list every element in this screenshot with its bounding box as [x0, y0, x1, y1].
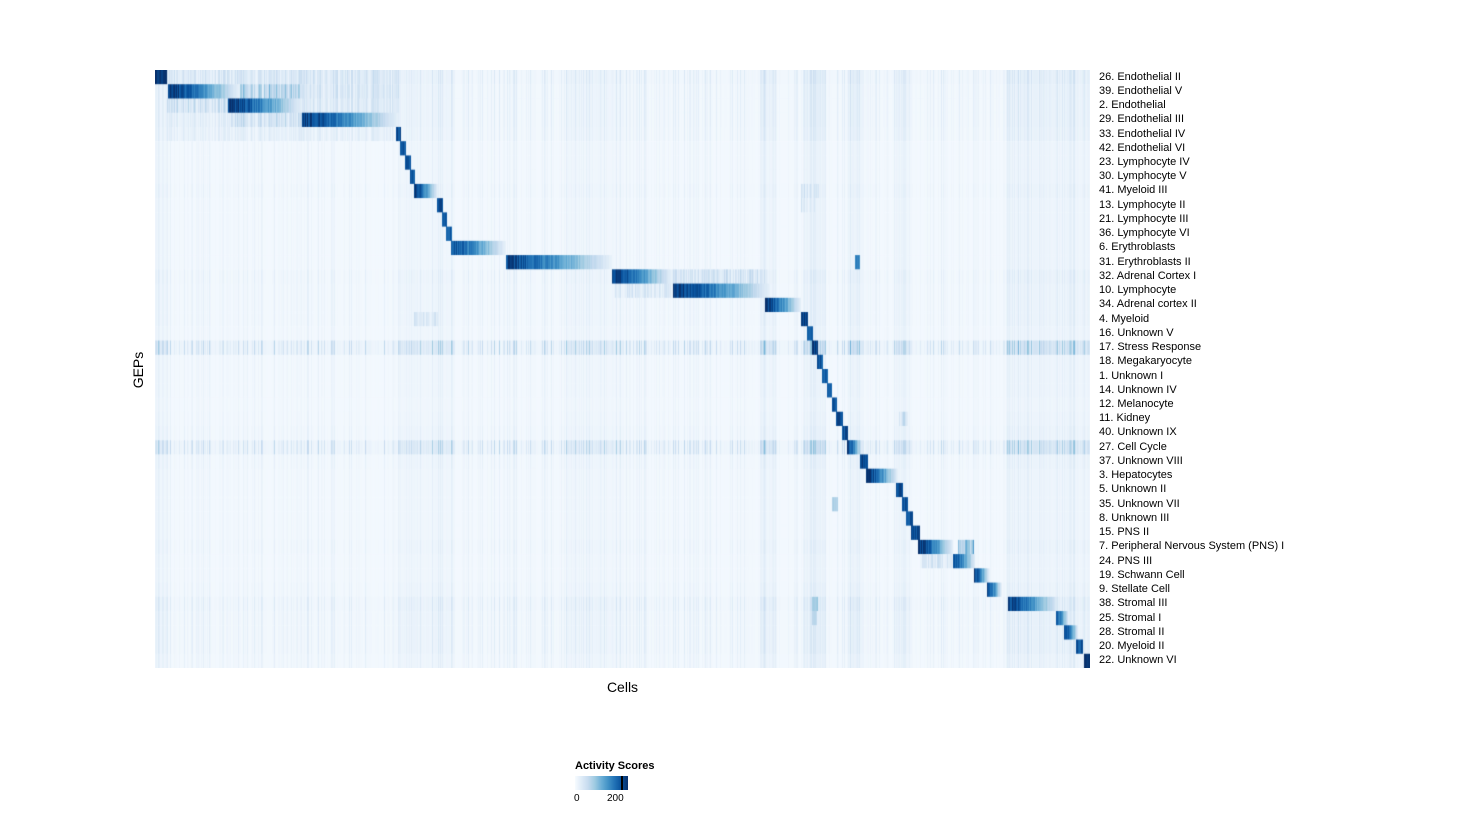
- gep-row-label: 12. Melanocyte: [1099, 398, 1174, 410]
- row-labels: 26. Endothelial II 39. Endothelial V 2. En…: [1099, 70, 1449, 668]
- heatmap-canvas: [155, 70, 1090, 668]
- gep-row-label: 17. Stress Response: [1099, 341, 1202, 354]
- gep-row-label: 7. Peripheral Nervous System (PNS) I: [1099, 540, 1285, 553]
- gep-row-label: 6. Erythroblasts: [1099, 241, 1176, 254]
- gep-row-label: 11. Kidney: [1099, 412, 1151, 425]
- gep-row-label: 42. Endothelial VI: [1099, 141, 1186, 154]
- gep-row-label: 21. Lymphocyte III: [1099, 212, 1189, 225]
- gep-row-label: 35. Unknown VII: [1099, 497, 1180, 510]
- gep-row-label: 31. Erythroblasts II: [1099, 255, 1191, 268]
- colorbar-legend: Activity Scores 0 200: [574, 760, 655, 805]
- gep-row-label: 4. Myeloid: [1099, 312, 1150, 325]
- gep-row-label: 15. PNS II: [1099, 526, 1150, 539]
- gep-row-label: 26. Endothelial II: [1099, 70, 1181, 83]
- legend-ticks: 0 200: [574, 793, 655, 805]
- gep-row-label: 16. Unknown V: [1099, 326, 1174, 339]
- gep-row-label: 30. Lymphocyte V: [1099, 170, 1187, 183]
- y-axis-label: GEPs: [130, 351, 146, 389]
- gep-row-label: 10. Lymphocyte: [1099, 284, 1177, 297]
- legend-max-marker: [621, 776, 623, 790]
- gep-row-label: 3. Hepatocytes: [1099, 469, 1173, 482]
- gep-row-label: 41. Myeloid III: [1099, 184, 1168, 197]
- gep-row-label: 36. Lymphocyte VI: [1099, 227, 1190, 240]
- gep-row-label: 28. Stromal II: [1099, 625, 1165, 638]
- gep-row-label: 9. Stellate Cell: [1099, 583, 1170, 596]
- gep-row-label: 13. Lymphocyte II: [1099, 198, 1186, 211]
- legend-gradient-bar: [575, 776, 628, 790]
- gep-row-label: 27. Cell Cycle: [1099, 440, 1167, 453]
- gep-row-label: 18. Megakaryocyte: [1099, 355, 1192, 368]
- gep-row-label: 37. Unknown VIII: [1099, 454, 1183, 467]
- gep-row-label: 32. Adrenal Cortex I: [1099, 269, 1197, 282]
- gep-row-label: 1. Unknown I: [1099, 369, 1164, 382]
- gep-row-label: 34. Adrenal cortex II: [1099, 298, 1197, 311]
- gep-row-label: 8. Unknown III: [1099, 511, 1170, 524]
- gep-row-label: 25. Stromal I: [1099, 611, 1162, 624]
- gep-row-label: 40. Unknown IX: [1099, 426, 1177, 439]
- gep-row-label: 19. Schwann Cell: [1099, 568, 1185, 581]
- gep-row-label: 5. Unknown II: [1099, 483, 1167, 496]
- gep-row-label: 24. PNS III: [1099, 554, 1153, 567]
- gep-row-label: 38. Stromal III: [1099, 597, 1168, 610]
- x-axis-label: Cells: [606, 679, 639, 695]
- gep-row-label: 23. Lymphocyte IV: [1099, 156, 1190, 169]
- gep-row-label: 39. Endothelial V: [1099, 84, 1183, 97]
- gep-row-label: 33. Endothelial IV: [1099, 127, 1186, 140]
- gep-row-label: 29. Endothelial III: [1099, 113, 1185, 126]
- gep-row-label: 14. Unknown IV: [1099, 383, 1177, 396]
- gep-row-label: 2. Endothelial: [1099, 99, 1166, 112]
- legend-title: Activity Scores: [575, 760, 655, 772]
- gep-row-label: 20. Myeloid II: [1099, 639, 1165, 652]
- legend-tick-min: 0: [574, 793, 580, 804]
- gep-row-label: 22. Unknown VI: [1099, 654, 1177, 667]
- legend-tick-max: 200: [607, 793, 624, 804]
